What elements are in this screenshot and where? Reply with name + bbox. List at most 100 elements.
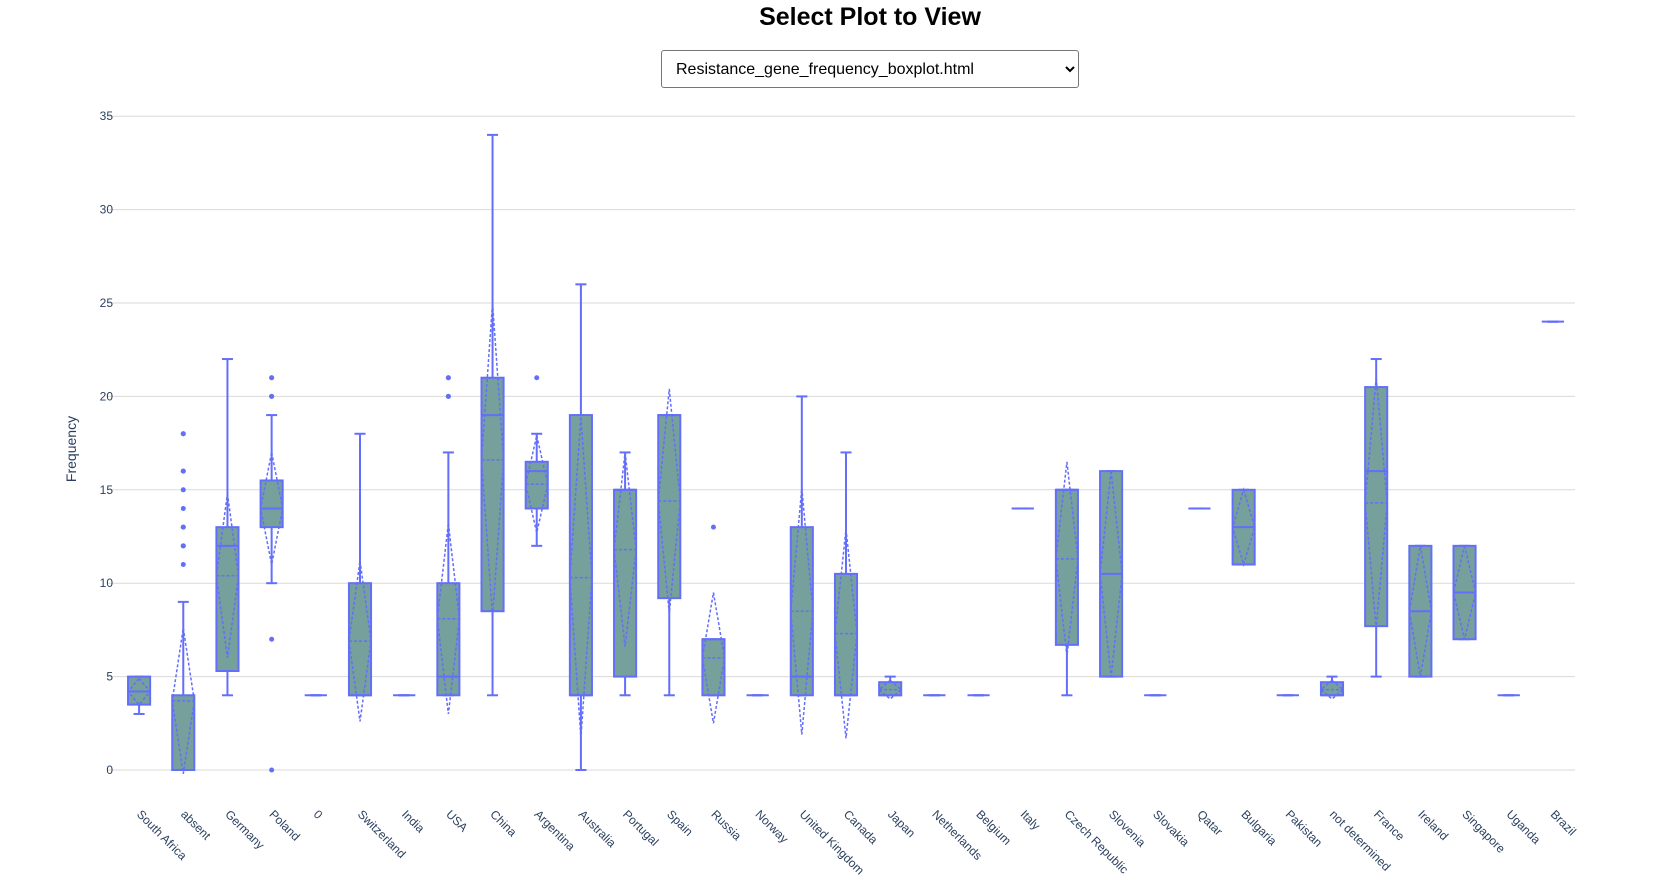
mean-sd-diamond — [569, 416, 593, 739]
outlier-point — [269, 636, 275, 642]
mean-sd-diamond — [1099, 471, 1123, 677]
y-tick-label: 0 — [106, 763, 113, 777]
mean-sd-diamond — [613, 452, 637, 647]
x-tick-label: 0 — [311, 807, 326, 822]
x-tick-label: Bulgaria — [1239, 807, 1280, 848]
box-united-kingdom — [789, 395, 814, 735]
mean-sd-diamond — [436, 523, 461, 715]
box-singapore — [1452, 544, 1477, 641]
y-tick-label: 25 — [100, 296, 114, 310]
iqr-box — [1364, 386, 1389, 628]
outlier-point — [180, 505, 186, 511]
outlier-point — [180, 468, 186, 474]
mean-sd-diamond — [1055, 461, 1079, 657]
box-absent — [171, 431, 196, 774]
x-tick-label: Japan — [885, 807, 918, 840]
mean-sd-diamond — [1364, 377, 1388, 629]
box-usa — [436, 375, 461, 715]
x-tick-label: Qatar — [1194, 807, 1225, 838]
box-not-determined — [1319, 675, 1345, 700]
iqr-box — [878, 681, 903, 697]
x-tick-label: France — [1371, 807, 1408, 844]
box-russia — [701, 524, 726, 724]
mean-sd-diamond — [1452, 545, 1477, 640]
outlier-point — [534, 375, 540, 381]
plot-select-wrapper: Resistance_gene_frequency_boxplot.html — [661, 50, 1079, 88]
box-portugal — [613, 451, 638, 697]
y-tick-label: 20 — [100, 389, 114, 403]
outlier-point — [710, 524, 716, 530]
mean-sd-diamond — [215, 493, 240, 659]
outlier-point — [180, 431, 186, 437]
iqr-box — [436, 582, 461, 697]
x-tick-label: absent — [178, 807, 214, 843]
box-france — [1364, 358, 1389, 678]
outlier-point — [180, 524, 186, 530]
outlier-point — [269, 767, 275, 773]
y-tick-labels: 0 5 10 15 20 25 30 35 — [100, 109, 114, 777]
plot-select-dropdown[interactable]: Resistance_gene_frequency_boxplot.html — [661, 50, 1079, 88]
box-poland — [259, 375, 284, 773]
y-tick-label: 30 — [100, 203, 114, 217]
x-tick-label: Portugal — [620, 807, 662, 849]
x-tick-label: Slovenia — [1106, 807, 1149, 850]
box-south-africa — [127, 675, 152, 715]
outlier-point — [180, 487, 186, 493]
mean-sd-diamond — [171, 627, 196, 774]
box-australia — [568, 283, 593, 771]
iqr-box — [1054, 488, 1079, 646]
x-tick-label: Spain — [664, 807, 696, 839]
iqr-box — [833, 572, 859, 697]
x-tick-label: Italy — [1018, 807, 1043, 832]
iqr-box — [1319, 681, 1345, 697]
x-tick-label: Uganda — [1504, 807, 1544, 847]
x-tick-label: Russia — [708, 807, 744, 843]
box-czech-republic — [1054, 461, 1079, 697]
x-tick-label: Canada — [841, 807, 881, 847]
mean-sd-diamond — [524, 435, 549, 533]
x-tick-label: Pakistan — [1283, 807, 1325, 849]
y-tick-label: 5 — [106, 670, 113, 684]
box-bulgaria — [1231, 487, 1256, 568]
y-tick-label: 35 — [100, 109, 114, 123]
box-ireland — [1408, 544, 1433, 678]
box-spain — [657, 388, 682, 697]
mean-sd-diamond — [259, 452, 284, 565]
iqr-box — [215, 526, 240, 672]
mean-sd-diamond — [834, 528, 858, 739]
iqr-box — [259, 479, 284, 529]
mean-sd-diamond — [790, 487, 814, 735]
mean-sd-diamond — [1231, 487, 1256, 568]
box-germany — [215, 358, 240, 697]
x-tick-label: Singapore — [1459, 807, 1508, 856]
mean-sd-diamond — [657, 388, 682, 614]
iqr-box — [701, 638, 726, 697]
x-tick-label: Slovakia — [1150, 807, 1192, 849]
page-title: Select Plot to View — [759, 3, 981, 31]
x-tick-label: Australia — [576, 807, 619, 850]
boxes — [127, 133, 1564, 774]
outlier-point — [445, 375, 451, 381]
x-tick-label: Brazil — [1548, 807, 1579, 838]
box-argentina — [524, 375, 549, 547]
outlier-point — [180, 543, 186, 549]
mean-sd-diamond — [1408, 545, 1433, 677]
x-tick-label: Belgium — [973, 807, 1014, 848]
x-tick-label: USA — [443, 807, 470, 834]
y-tick-label: 15 — [100, 483, 114, 497]
outlier-point — [180, 562, 186, 568]
box-canada — [833, 451, 859, 739]
x-tick-label: India — [399, 807, 428, 836]
mean-sd-diamond — [348, 560, 372, 722]
x-tick-label: Ireland — [1415, 807, 1451, 843]
y-axis-title: Frequency — [63, 416, 79, 482]
box-japan — [877, 675, 903, 700]
outlier-point — [269, 375, 275, 381]
iqr-box — [657, 414, 682, 600]
iqr-box — [568, 414, 593, 697]
x-tick-label: Poland — [267, 807, 303, 843]
box-slovenia — [1099, 470, 1124, 678]
mean-sd-diamond — [127, 677, 152, 706]
